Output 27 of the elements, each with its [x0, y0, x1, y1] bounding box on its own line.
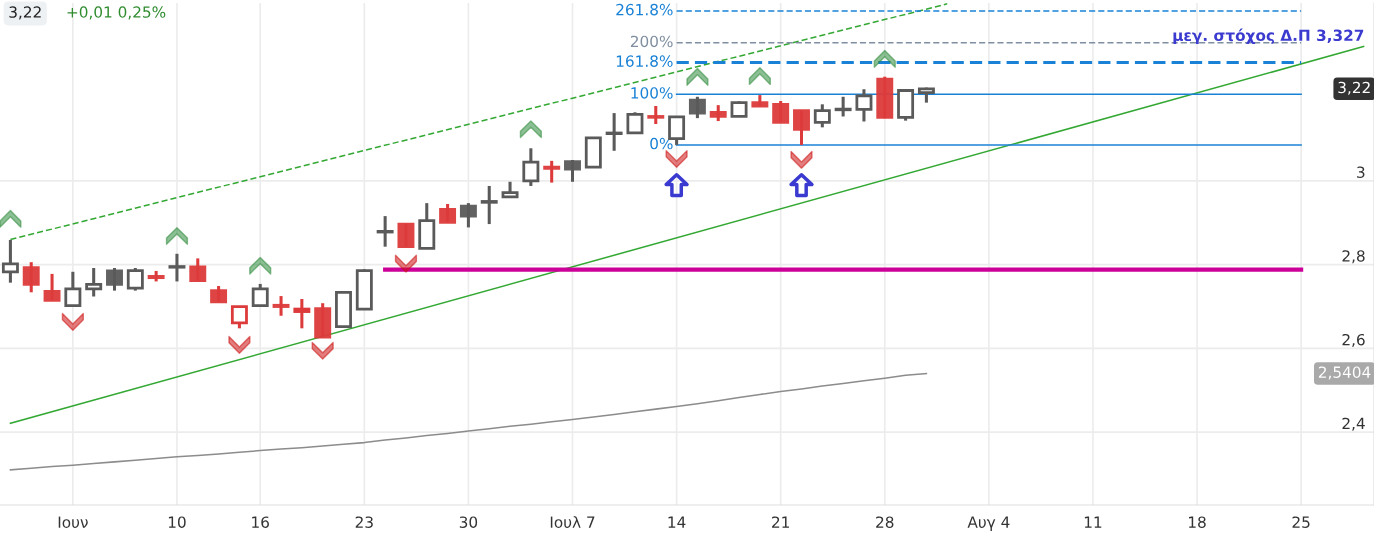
y-tick-label: 2,8: [1342, 250, 1365, 264]
series-label: 200%: [630, 35, 673, 48]
x-tick-label: Ιουλ 7: [550, 516, 595, 528]
x-tick-label: 18: [1189, 516, 1206, 528]
x-tick-label: 10: [168, 516, 186, 528]
annotation: +0,01 0,25%: [67, 6, 166, 20]
x-tick-label: 16: [252, 516, 269, 528]
y-tick-label: 2,4: [1342, 417, 1365, 431]
y-tick-label: 2,6: [1342, 333, 1365, 348]
x-tick-label: Αυγ 4: [967, 516, 1010, 531]
series-label: 100%: [631, 87, 673, 99]
x-tick-label: 14: [668, 516, 686, 528]
annotation: μεγ. στόχος Δ.Π 3,327: [1173, 28, 1364, 45]
annotation: 3,22: [1338, 81, 1370, 95]
x-tick-label: 11: [1084, 516, 1102, 528]
x-tick-label: Ιουν: [58, 516, 88, 528]
series-label: 261.8%: [616, 3, 673, 16]
series-label: 161.8%: [616, 55, 673, 67]
x-tick-label: 23: [355, 516, 373, 528]
x-tick-label: 28: [876, 516, 894, 528]
annotation: 3,22: [9, 6, 41, 20]
series-label: 0%: [650, 137, 673, 150]
x-tick-label: 30: [459, 516, 478, 528]
y-tick-label: 3: [1357, 166, 1365, 178]
x-tick-label: 21: [772, 516, 789, 528]
annotation: 2,5404: [1318, 366, 1371, 380]
x-tick-label: 25: [1292, 516, 1310, 528]
